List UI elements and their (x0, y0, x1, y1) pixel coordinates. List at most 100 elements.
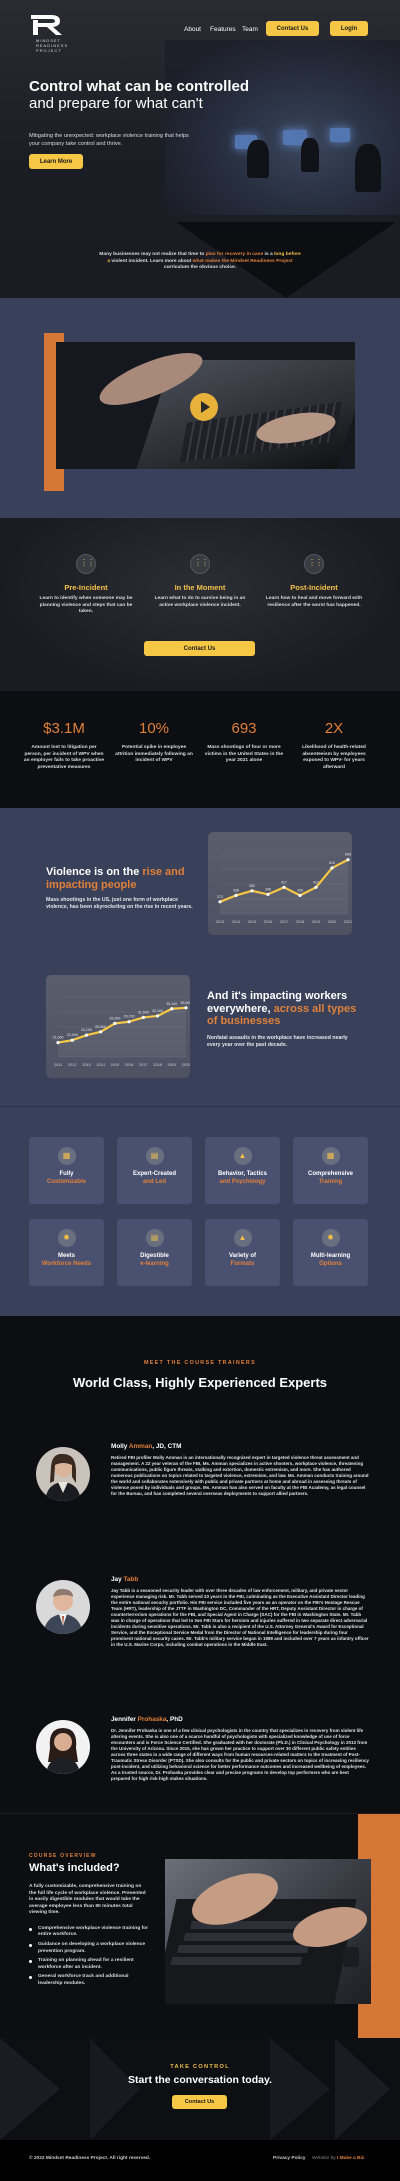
x-tick-label: 2019 (312, 920, 320, 924)
avatar (36, 1720, 90, 1774)
gear-icon: ✹ (57, 1229, 76, 1247)
stat-item: 10% Potential spike in employee attritio… (113, 720, 195, 765)
feature-title: Comprehensive Training (307, 1171, 353, 1185)
feature-card: ▲ Variety of Formats (205, 1219, 280, 1286)
phase-pre-incident: Pre-Incident Learn to identify when some… (36, 554, 136, 616)
list-item: Training on planning ahead for a resilie… (29, 1958, 149, 1971)
violence-rise-title: Violence is on the rise and impacting pe… (46, 866, 185, 891)
stat-number: 2X (324, 720, 344, 737)
grid-icon: ▦ (57, 1147, 76, 1165)
laptop-photo (165, 1859, 371, 2004)
x-tick-label: 2011 (54, 1063, 62, 1067)
data-label: 21,000 (53, 1036, 64, 1040)
learn-more-button[interactable]: Learn More (29, 154, 83, 169)
grid-icon (190, 554, 211, 574)
stat-text: Likelihood of health-related absenteeism… (302, 745, 366, 770)
data-point (113, 1021, 117, 1025)
trainer-name: Jennifer Prohaska, PhD (111, 1716, 183, 1723)
data-point (330, 866, 334, 870)
nav-contact-button[interactable]: Contact Us (266, 21, 319, 36)
x-tick-label: 2016 (264, 920, 272, 924)
feature-card: ▲ Behavior, Tactics and Psychology (205, 1137, 280, 1204)
avatar (36, 1580, 90, 1634)
x-tick-label: 2016 (125, 1063, 133, 1067)
privacy-policy-link[interactable]: Privacy Policy (273, 2156, 306, 2161)
series-line (57, 1006, 187, 1044)
trainer-bio: Dr. Jennifer Prohaska is one of a few cl… (111, 1728, 369, 1782)
hero-office-photo (165, 40, 400, 215)
video-player[interactable] (56, 342, 355, 469)
feature-card: ✹ Meets Workforce Needs (29, 1219, 104, 1286)
stat-text: Potential spike in employee attrition im… (115, 745, 193, 763)
data-point (234, 893, 238, 897)
data-label: 272 (217, 895, 223, 899)
phase-text: Learn to identify when someone may be pl… (39, 596, 133, 615)
violence-rise-text: Mass shootings in the US, just one form … (46, 897, 193, 910)
data-label: 693 (345, 853, 351, 857)
nav-login-button[interactable]: Login (330, 21, 368, 36)
data-point (314, 885, 318, 889)
data-label: 382 (249, 884, 255, 888)
contact-us-button[interactable]: Contact Us (172, 2095, 227, 2109)
stat-number: 10% (138, 720, 170, 737)
stat-text: Amount lost to litigation per person, pe… (23, 745, 105, 770)
trainer-bio: Retired FBI profiler Molly Amman is an i… (111, 1455, 369, 1497)
phase-text: Learn how to heal and move forward with … (265, 596, 363, 608)
x-tick-label: 2021 (344, 920, 352, 924)
data-point (141, 1015, 145, 1019)
phase-title: Pre-Incident (64, 583, 108, 592)
data-point (70, 1038, 74, 1042)
logo-icon[interactable] (29, 14, 65, 36)
warning-icon: ▲ (233, 1147, 252, 1165)
data-point (298, 893, 302, 897)
hero-intro-text: Many businesses may not realize that tim… (99, 252, 301, 271)
feature-title: Fully Customizable (46, 1171, 86, 1185)
stat-item: 2X Likelihood of health-related absentee… (293, 720, 375, 771)
phase-in-the-moment: In the Moment Learn what to do to surviv… (150, 554, 250, 609)
feature-title: Variety of Formats (228, 1253, 256, 1267)
series-area (58, 1007, 186, 1057)
chart-svg: 272 2013 336 2014 382 2015 346 2016 417 2017 336 20… (216, 853, 352, 924)
trainer-bio: Jay Tabb is a seasoned security leader w… (111, 1588, 369, 1648)
x-tick-label: 2013 (82, 1063, 90, 1067)
contact-section: TAKE CONTROL Start the conversation toda… (0, 2038, 400, 2140)
stat-item: 693 Mass shootings of four or more victi… (203, 720, 285, 765)
data-label: 24,100 (81, 1028, 92, 1032)
book-icon: ▤ (145, 1229, 164, 1247)
overview-lead: A fully customizable, comprehensive trai… (29, 1884, 146, 1916)
course-overview-section: COURSE OVERVIEW What's included? A fully… (0, 1813, 400, 2038)
feature-title: Behavior, Tactics and Psychology (218, 1171, 267, 1185)
x-tick-label: 2019 (168, 1063, 176, 1067)
trainers-kicker: MEET THE COURSE TRAINERS (143, 1360, 257, 1366)
stat-number: $3.1M (43, 720, 85, 737)
trainer-card-jay-tabb: Jay Tabb Jay Tabb is a seasoned security… (36, 1576, 370, 1676)
phase-title: In the Moment (174, 583, 226, 592)
data-label: 346 (265, 887, 271, 891)
nav-link-team[interactable]: Team (242, 26, 258, 33)
nav-link-features[interactable]: Features (210, 26, 236, 33)
nav-link-about[interactable]: About (184, 26, 201, 33)
data-point (56, 1041, 60, 1045)
list-item: General workforce track and additional l… (29, 1974, 149, 1987)
list-item: Comprehensive workplace violence trainin… (29, 1926, 149, 1939)
phases-contact-button[interactable]: Contact Us (144, 641, 255, 656)
x-tick-label: 2014 (232, 920, 240, 924)
logo-tagline: MINDSET READINESS PROJECT (36, 38, 69, 53)
data-point (99, 1030, 103, 1034)
footer: © 2022 Mindset Readiness Project. All ri… (0, 2140, 400, 2181)
x-tick-label: 2020 (328, 920, 336, 924)
stat-item: $3.1M Amount lost to litigation per pers… (23, 720, 105, 771)
data-label: 35,500 (181, 1001, 191, 1005)
x-tick-label: 2015 (248, 920, 256, 924)
incident-phases-section: Pre-Incident Learn to identify when some… (0, 518, 400, 691)
stat-text: Mass shootings of four or more victims i… (204, 745, 284, 763)
play-icon[interactable] (190, 393, 218, 421)
mass-shootings-chart: 272 2013 336 2014 382 2015 346 2016 417 2017 336 20… (208, 832, 352, 935)
feature-card: ▦ Comprehensive Training (293, 1137, 368, 1204)
x-tick-label: 2013 (216, 920, 224, 924)
feature-card: ▤ Digestible e-learning (117, 1219, 192, 1286)
book-icon: ▤ (145, 1147, 164, 1165)
violence-impact-text: Nonfatal assaults in the workplace have … (207, 1035, 348, 1048)
trainers-section: MEET THE COURSE TRAINERS World Class, Hi… (0, 1316, 400, 1813)
credit-link[interactable]: I Make a Biz (336, 2156, 365, 2161)
